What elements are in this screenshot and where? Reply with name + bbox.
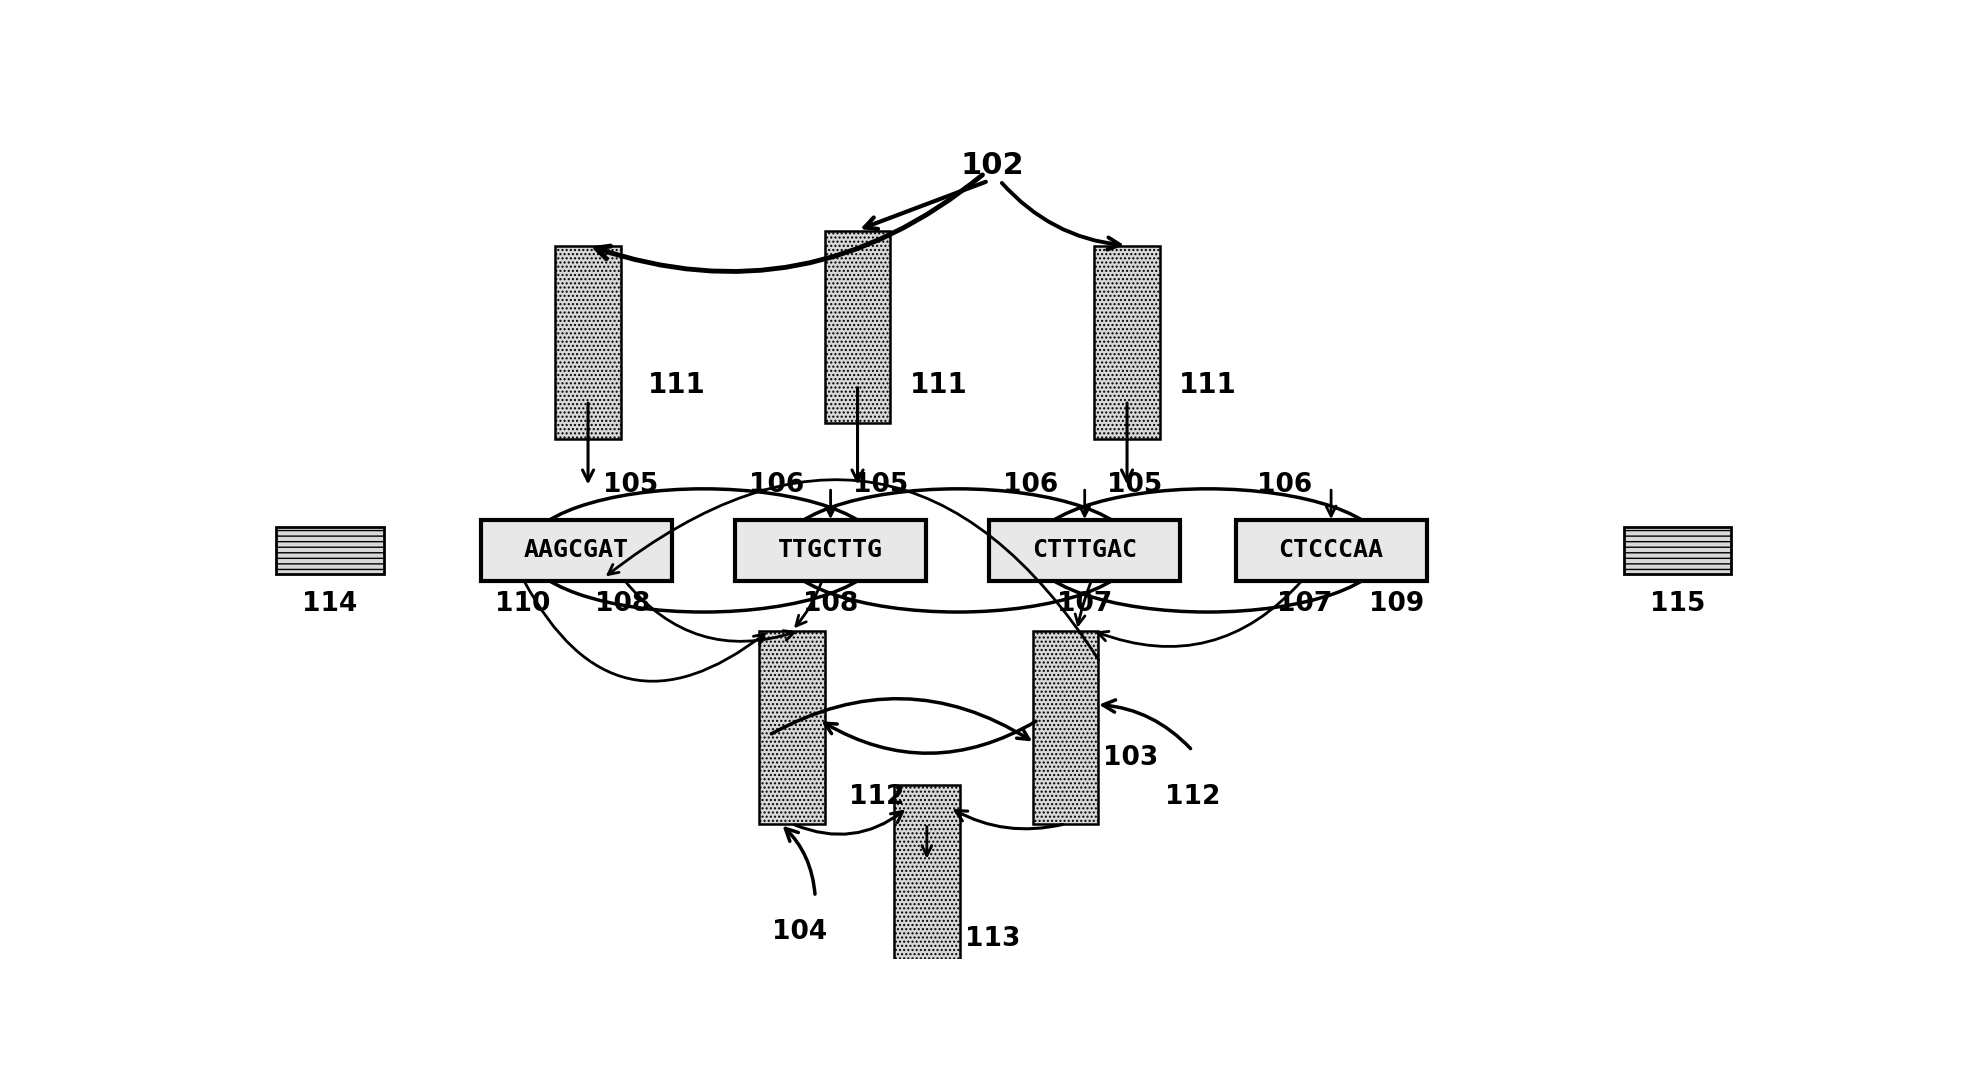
Text: 111: 111 [647, 370, 705, 398]
FancyBboxPatch shape [760, 631, 826, 824]
Text: 113: 113 [965, 926, 1020, 952]
Text: 110: 110 [494, 591, 550, 617]
Text: AAGCGAT: AAGCGAT [524, 538, 629, 562]
FancyBboxPatch shape [276, 528, 383, 574]
Text: 102: 102 [961, 151, 1024, 180]
Text: 111: 111 [909, 370, 967, 398]
Text: 115: 115 [1650, 591, 1705, 617]
Text: 105: 105 [1108, 472, 1163, 498]
Text: 114: 114 [302, 591, 357, 617]
Text: 105: 105 [603, 472, 657, 498]
FancyBboxPatch shape [1235, 519, 1427, 582]
FancyBboxPatch shape [556, 247, 621, 438]
FancyBboxPatch shape [1032, 631, 1098, 824]
Text: 111: 111 [1179, 370, 1237, 398]
FancyBboxPatch shape [826, 230, 889, 423]
FancyBboxPatch shape [989, 519, 1181, 582]
Text: 108: 108 [804, 591, 858, 617]
Text: 106: 106 [1002, 472, 1058, 498]
Text: 106: 106 [748, 472, 804, 498]
Text: 107: 107 [1058, 591, 1112, 617]
Text: 105: 105 [854, 472, 909, 498]
Text: 104: 104 [772, 919, 828, 945]
Text: 103: 103 [1104, 745, 1159, 771]
Text: 106: 106 [1257, 472, 1312, 498]
FancyBboxPatch shape [1624, 528, 1731, 574]
Text: 109: 109 [1370, 591, 1423, 617]
FancyBboxPatch shape [480, 519, 673, 582]
Text: CTCCCAA: CTCCCAA [1278, 538, 1384, 562]
FancyBboxPatch shape [893, 785, 959, 978]
Text: 112: 112 [850, 784, 905, 810]
Text: 108: 108 [596, 591, 651, 617]
Text: 112: 112 [1165, 784, 1221, 810]
FancyBboxPatch shape [734, 519, 927, 582]
Text: 107: 107 [1276, 591, 1332, 617]
Text: TTGCTTG: TTGCTTG [778, 538, 883, 562]
Text: CTTTGAC: CTTTGAC [1032, 538, 1137, 562]
FancyBboxPatch shape [1094, 247, 1159, 438]
